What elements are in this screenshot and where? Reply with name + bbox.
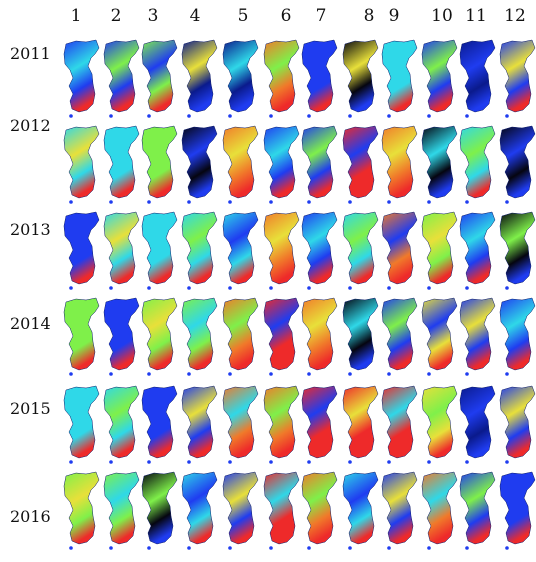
month-label-1: 1 bbox=[70, 6, 82, 26]
map-2016-6 bbox=[262, 470, 300, 550]
map-2013-9 bbox=[380, 210, 418, 290]
map-2013-2 bbox=[102, 210, 140, 290]
map-2015-6 bbox=[262, 384, 300, 464]
month-label-11: 11 bbox=[465, 6, 487, 26]
map-2016-8 bbox=[341, 470, 379, 550]
map-2013-12 bbox=[498, 210, 536, 290]
map-2015-5 bbox=[221, 384, 259, 464]
map-2014-4 bbox=[180, 296, 218, 376]
map-2014-10 bbox=[420, 296, 458, 376]
map-2013-7 bbox=[300, 210, 338, 290]
map-2012-1 bbox=[62, 124, 100, 204]
month-label-7: 7 bbox=[315, 6, 327, 26]
map-2014-12 bbox=[498, 296, 536, 376]
map-2012-11 bbox=[458, 124, 496, 204]
map-2013-3 bbox=[140, 210, 178, 290]
map-2016-4 bbox=[180, 470, 218, 550]
map-2011-9 bbox=[380, 38, 418, 118]
map-2014-3 bbox=[140, 296, 178, 376]
month-label-4: 4 bbox=[189, 6, 201, 26]
month-label-5: 5 bbox=[237, 6, 249, 26]
year-label-2011: 2011 bbox=[10, 44, 51, 63]
map-2016-11 bbox=[458, 470, 496, 550]
month-label-10: 10 bbox=[431, 6, 453, 26]
map-2012-12 bbox=[498, 124, 536, 204]
month-label-12: 12 bbox=[504, 6, 526, 26]
map-2015-1 bbox=[62, 384, 100, 464]
map-2014-9 bbox=[380, 296, 418, 376]
year-label-2016: 2016 bbox=[10, 507, 51, 526]
map-2014-2 bbox=[102, 296, 140, 376]
map-2011-5 bbox=[221, 38, 259, 118]
map-2011-12 bbox=[498, 38, 536, 118]
map-2011-7 bbox=[300, 38, 338, 118]
map-2013-1 bbox=[62, 210, 100, 290]
map-2016-10 bbox=[420, 470, 458, 550]
map-2012-3 bbox=[140, 124, 178, 204]
map-2015-7 bbox=[300, 384, 338, 464]
map-2014-5 bbox=[221, 296, 259, 376]
map-2015-8 bbox=[341, 384, 379, 464]
month-label-8: 8 bbox=[363, 6, 375, 26]
map-2014-6 bbox=[262, 296, 300, 376]
map-2014-8 bbox=[341, 296, 379, 376]
map-2011-11 bbox=[458, 38, 496, 118]
map-2015-3 bbox=[140, 384, 178, 464]
map-2016-9 bbox=[380, 470, 418, 550]
map-2015-12 bbox=[498, 384, 536, 464]
map-2015-11 bbox=[458, 384, 496, 464]
map-2014-7 bbox=[300, 296, 338, 376]
year-label-2013: 2013 bbox=[10, 220, 51, 239]
map-2012-7 bbox=[300, 124, 338, 204]
map-2016-12 bbox=[498, 470, 536, 550]
map-2016-3 bbox=[140, 470, 178, 550]
map-2013-11 bbox=[458, 210, 496, 290]
map-2011-6 bbox=[262, 38, 300, 118]
map-2013-6 bbox=[262, 210, 300, 290]
map-2016-5 bbox=[221, 470, 259, 550]
map-2011-8 bbox=[341, 38, 379, 118]
map-2012-8 bbox=[341, 124, 379, 204]
month-label-6: 6 bbox=[280, 6, 292, 26]
map-2013-5 bbox=[221, 210, 259, 290]
map-2012-5 bbox=[221, 124, 259, 204]
map-2013-10 bbox=[420, 210, 458, 290]
map-2016-2 bbox=[102, 470, 140, 550]
map-2015-2 bbox=[102, 384, 140, 464]
map-2012-6 bbox=[262, 124, 300, 204]
year-label-2012: 2012 bbox=[10, 116, 51, 135]
year-label-2015: 2015 bbox=[10, 399, 51, 418]
map-2011-10 bbox=[420, 38, 458, 118]
map-2014-11 bbox=[458, 296, 496, 376]
map-2013-4 bbox=[180, 210, 218, 290]
map-2012-4 bbox=[180, 124, 218, 204]
map-2016-1 bbox=[62, 470, 100, 550]
map-2015-10 bbox=[420, 384, 458, 464]
map-2013-8 bbox=[341, 210, 379, 290]
map-2015-4 bbox=[180, 384, 218, 464]
map-2011-1 bbox=[62, 38, 100, 118]
map-2012-2 bbox=[102, 124, 140, 204]
map-2011-4 bbox=[180, 38, 218, 118]
map-2014-1 bbox=[62, 296, 100, 376]
map-2012-10 bbox=[420, 124, 458, 204]
month-label-3: 3 bbox=[147, 6, 159, 26]
month-label-2: 2 bbox=[110, 6, 122, 26]
map-2011-3 bbox=[140, 38, 178, 118]
month-label-9: 9 bbox=[388, 6, 400, 26]
map-2011-2 bbox=[102, 38, 140, 118]
year-label-2014: 2014 bbox=[10, 314, 51, 333]
map-2016-7 bbox=[300, 470, 338, 550]
map-2015-9 bbox=[380, 384, 418, 464]
map-2012-9 bbox=[380, 124, 418, 204]
